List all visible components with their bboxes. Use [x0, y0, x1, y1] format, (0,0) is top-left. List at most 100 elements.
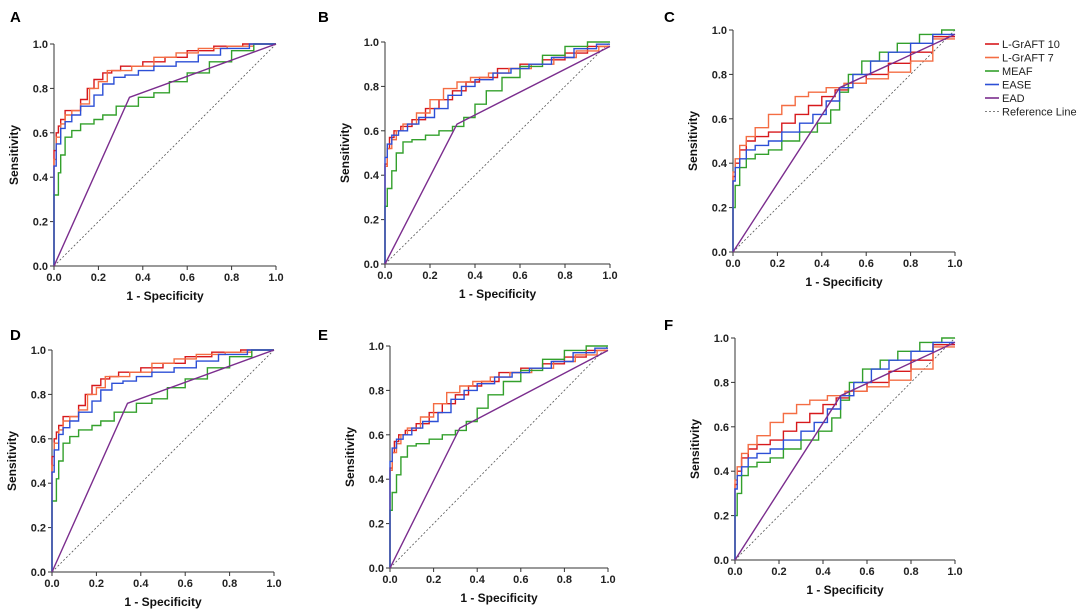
series-line-l-graft-7 [734, 346, 955, 560]
series-line-ease [734, 341, 955, 560]
y-tick-label: 1.0 [33, 39, 48, 51]
series-line-reference-line [734, 337, 956, 561]
panel-letter: A [10, 9, 21, 26]
series-line-l-graft-7 [732, 38, 955, 252]
x-tick-label: 0.8 [903, 258, 918, 270]
y-tick-label: 0.4 [712, 158, 728, 170]
x-tick-label: 1.0 [268, 272, 283, 284]
series-line-ead [384, 45, 611, 265]
y-tick-label: 0.0 [714, 555, 729, 567]
x-tick-label: 0.2 [422, 270, 437, 282]
y-tick-label: 0.6 [33, 128, 48, 140]
series-line-l-graft-7 [384, 45, 610, 264]
x-tick-label: 0.8 [903, 566, 918, 578]
series-line-reference-line [732, 29, 956, 253]
series-line-ease [51, 349, 274, 572]
series-line-l-graft-10 [389, 349, 608, 568]
x-tick-label: 0.4 [470, 574, 486, 586]
series-line-meaf [51, 349, 274, 572]
y-tick-label: 0.8 [33, 83, 48, 95]
series-line-meaf [53, 43, 276, 266]
x-tick-label: 0.2 [89, 578, 104, 590]
series-line-l-graft-7 [389, 349, 608, 568]
series-line-ease [732, 33, 955, 252]
x-tick-label: 0.4 [815, 566, 831, 578]
x-axis-title: 1 - Specificity [124, 595, 202, 609]
x-tick-label: 0.0 [382, 574, 397, 586]
y-tick-label: 0.8 [31, 389, 46, 401]
y-tick-label: 0.6 [714, 422, 729, 434]
x-tick-label: 0.8 [557, 574, 572, 586]
y-tick-label: 0.2 [712, 203, 727, 215]
x-tick-label: 0.4 [814, 258, 830, 270]
y-axis-title: Sensitivity [7, 125, 21, 185]
x-tick-label: 0.0 [727, 566, 742, 578]
y-tick-label: 0.2 [31, 523, 46, 535]
x-tick-label: 0.6 [512, 270, 527, 282]
y-axis-title: Sensitivity [686, 111, 700, 171]
roc-panel-d: D 0.0 0.2 0.4 0.6 0.8 1.0 0.0 0.2 0.4 0.6 0.8 1.0 1 -… [5, 327, 282, 609]
x-tick-label: 0.4 [467, 270, 483, 282]
y-tick-label: 0.0 [33, 261, 48, 273]
x-tick-label: 0.6 [513, 574, 528, 586]
x-tick-label: 0.4 [133, 578, 149, 590]
y-tick-label: 0.6 [31, 434, 46, 446]
y-tick-label: 0.4 [714, 466, 730, 478]
y-tick-label: 1.0 [364, 37, 379, 49]
x-tick-label: 0.8 [222, 578, 237, 590]
x-axis-title: 1 - Specificity [806, 583, 884, 597]
x-tick-label: 1.0 [266, 578, 281, 590]
series-line-reference-line [51, 349, 275, 573]
x-tick-label: 0.2 [426, 574, 441, 586]
y-axis-title: Sensitivity [338, 123, 352, 183]
y-axis-title: Sensitivity [688, 419, 702, 479]
y-tick-label: 0.4 [364, 170, 380, 182]
panel-letter: F [664, 317, 673, 334]
panel-letter: C [664, 9, 675, 26]
series-line-l-graft-10 [384, 45, 610, 264]
x-tick-label: 0.8 [224, 272, 239, 284]
roc-panel-b: B 0.0 0.2 0.4 0.6 0.8 1.0 0.0 0.2 0.4 0.6 0.8 1.0 1 -… [318, 9, 618, 301]
x-tick-label: 0.6 [859, 258, 874, 270]
legend-label-l-graft-10: L-GrAFT 10 [1002, 39, 1060, 51]
legend-label-reference-line: Reference Line [1002, 107, 1077, 119]
x-axis-title: 1 - Specificity [126, 289, 204, 303]
y-tick-label: 0.8 [364, 81, 379, 93]
series-line-ead [732, 33, 956, 253]
series-line-meaf [732, 29, 955, 252]
roc-panel-e: E 0.0 0.2 0.4 0.6 0.8 1.0 0.0 0.2 0.4 0.6 0.8 1.0 1 -… [318, 327, 616, 605]
series-line-reference-line [384, 41, 611, 265]
y-tick-label: 0.2 [33, 217, 48, 229]
x-axis-title: 1 - Specificity [460, 591, 538, 605]
panel-letter: B [318, 9, 329, 26]
x-tick-label: 1.0 [947, 258, 962, 270]
x-axis-title: 1 - Specificity [459, 287, 537, 301]
y-tick-label: 0.2 [714, 511, 729, 523]
y-tick-label: 0.8 [714, 377, 729, 389]
y-tick-label: 0.6 [364, 126, 379, 138]
y-tick-label: 0.2 [364, 215, 379, 227]
panel-letter: D [10, 327, 21, 344]
y-tick-label: 0.4 [33, 172, 49, 184]
x-tick-label: 0.0 [377, 270, 392, 282]
series-line-l-graft-10 [734, 344, 955, 560]
y-tick-label: 0.8 [712, 69, 727, 81]
x-axis-title: 1 - Specificity [805, 275, 883, 289]
series-line-ead [734, 341, 956, 561]
y-tick-label: 1.0 [712, 25, 727, 37]
legend-label-meaf: MEAF [1002, 66, 1033, 78]
y-tick-label: 0.4 [369, 474, 385, 486]
y-tick-label: 1.0 [369, 341, 384, 353]
y-tick-label: 0.6 [369, 430, 384, 442]
x-tick-label: 0.6 [180, 272, 195, 284]
y-tick-label: 0.2 [369, 519, 384, 531]
series-line-ead [51, 349, 275, 573]
x-tick-label: 0.0 [44, 578, 59, 590]
x-tick-label: 1.0 [602, 270, 617, 282]
panel-letter: E [318, 327, 328, 344]
x-tick-label: 0.6 [859, 566, 874, 578]
x-tick-label: 0.2 [91, 272, 106, 284]
series-line-ease [384, 43, 610, 264]
series-line-ead [389, 349, 609, 569]
